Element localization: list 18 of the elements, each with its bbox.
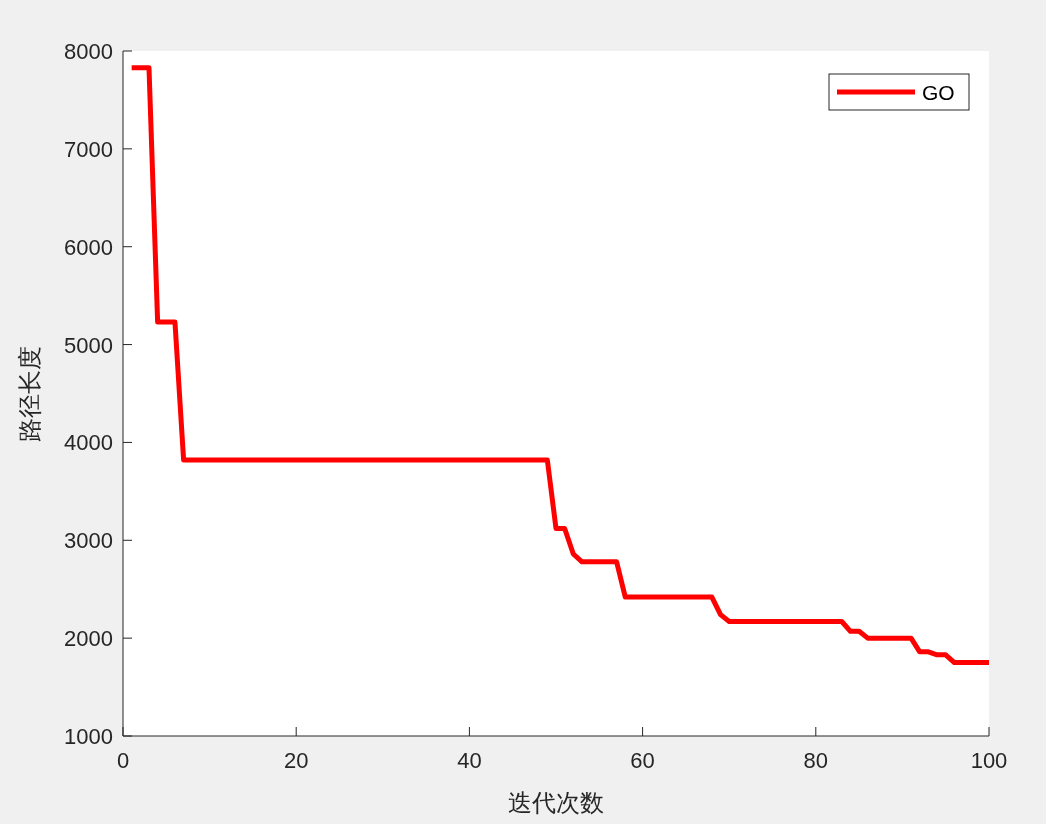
- y-tick-label: 4000: [64, 430, 113, 456]
- y-tick-label: 3000: [64, 528, 113, 554]
- y-tick-label: 1000: [64, 724, 113, 749]
- y-tick-label: 6000: [64, 234, 113, 260]
- legend-label: GO: [922, 81, 955, 104]
- x-tick-label: 40: [457, 748, 482, 773]
- x-tick-label: 100: [970, 748, 1008, 773]
- x-tick-label: 20: [283, 748, 309, 773]
- y-tick-label: 7000: [64, 136, 113, 162]
- x-axis-title: 迭代次数: [508, 789, 604, 816]
- x-tick-label: 0: [116, 748, 130, 773]
- y-axis-title: 路径长度: [16, 345, 43, 442]
- y-tick-label: 2000: [64, 626, 113, 652]
- legend: GO: [828, 73, 970, 111]
- y-tick-label: 8000: [64, 39, 113, 64]
- y-tick-label: 5000: [64, 332, 113, 358]
- x-tick-label: 80: [803, 748, 829, 773]
- x-tick-label: 60: [630, 748, 655, 773]
